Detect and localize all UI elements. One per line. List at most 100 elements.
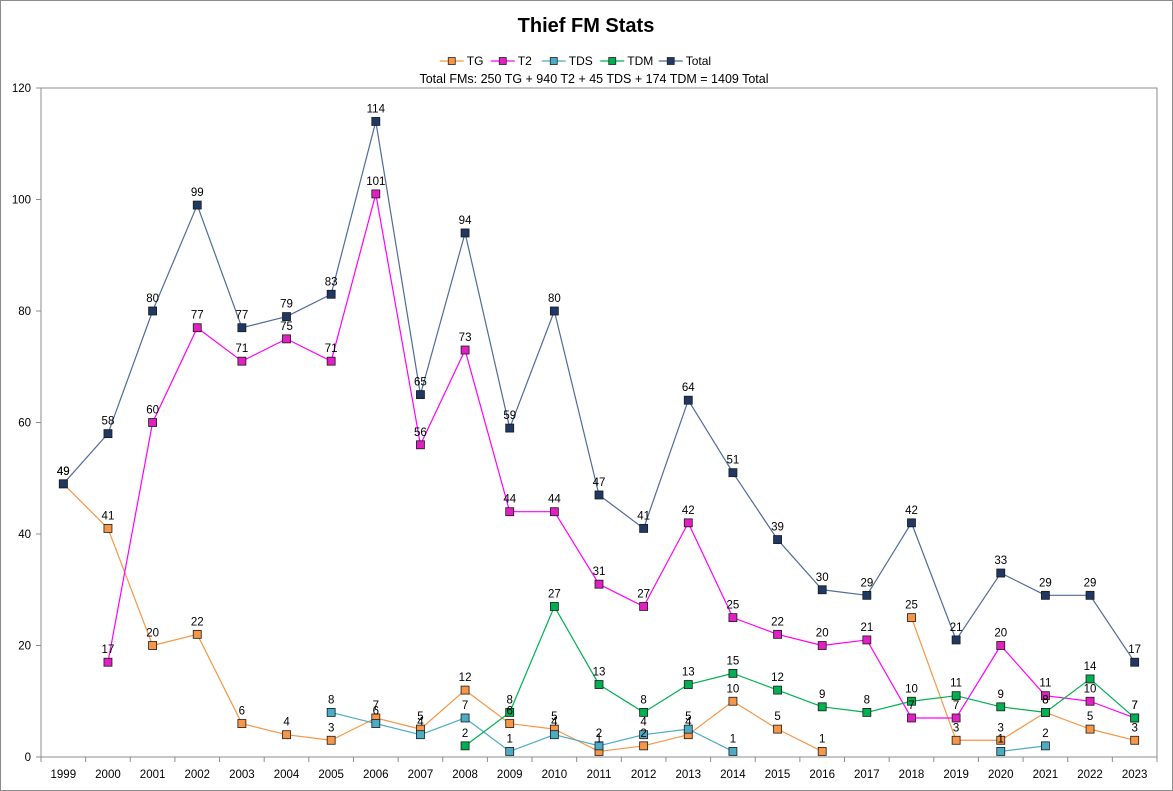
point-tds-2012 bbox=[639, 730, 649, 740]
series-line-tds bbox=[1000, 745, 1046, 753]
data-label-total-2012: 41 bbox=[637, 510, 650, 522]
data-label-tds-2009: 1 bbox=[507, 733, 513, 745]
data-label-tdm-2017: 8 bbox=[864, 694, 870, 706]
data-label-tg-2008: 12 bbox=[459, 672, 472, 684]
data-label-t2-2021: 11 bbox=[1039, 678, 1051, 690]
legend-item-tdm: TDM bbox=[600, 54, 653, 68]
point-tg-2000 bbox=[103, 524, 113, 533]
point-total-2008 bbox=[460, 228, 470, 238]
point-tdm-2019 bbox=[951, 691, 961, 701]
series-markers bbox=[58, 117, 1140, 756]
data-label-total-2017: 29 bbox=[860, 577, 873, 589]
point-t2-2017 bbox=[862, 635, 872, 645]
x-tick-label: 2022 bbox=[1077, 769, 1103, 781]
data-label-total-2016: 30 bbox=[816, 572, 829, 584]
point-total-2003 bbox=[237, 323, 247, 333]
data-label-t2-2000: 17 bbox=[102, 644, 115, 656]
data-label-tg-2002: 22 bbox=[191, 616, 204, 628]
data-label-tg-2023: 3 bbox=[1131, 722, 1137, 734]
point-t2-2022 bbox=[1085, 696, 1095, 706]
legend-label: TDS bbox=[569, 54, 593, 68]
data-label-t2-2004: 75 bbox=[280, 321, 293, 333]
data-label-total-2004: 79 bbox=[280, 299, 293, 311]
data-label-tds-2013: 5 bbox=[685, 711, 691, 723]
data-label-tdm-2012: 8 bbox=[640, 694, 646, 706]
data-label-total-2007: 65 bbox=[414, 377, 427, 389]
point-tds-2010 bbox=[549, 730, 559, 740]
data-label-tds-2011: 2 bbox=[596, 728, 602, 740]
point-total-2002 bbox=[192, 200, 202, 210]
data-label-tds-2008: 7 bbox=[462, 700, 468, 712]
y-tick-label: 60 bbox=[18, 418, 31, 430]
legend-item-total: Total bbox=[658, 54, 711, 68]
x-tick-label: 2016 bbox=[809, 769, 835, 781]
data-label-tg-2009: 6 bbox=[507, 706, 513, 718]
data-label-tdm-2013: 13 bbox=[682, 667, 695, 679]
legend-marker bbox=[666, 57, 675, 65]
data-label-total-2014: 51 bbox=[727, 455, 740, 467]
data-label-t2-2012: 27 bbox=[637, 588, 650, 600]
data-label-t2-2018: 7 bbox=[908, 700, 914, 712]
data-label-t2-2003: 71 bbox=[235, 343, 248, 355]
point-total-2016 bbox=[817, 585, 827, 595]
data-label-tg-2016: 1 bbox=[819, 733, 825, 745]
data-label-total-2011: 47 bbox=[593, 477, 606, 489]
point-total-2006 bbox=[371, 117, 381, 126]
x-tick-label: 2003 bbox=[229, 769, 255, 781]
point-t2-2015 bbox=[773, 629, 782, 639]
data-label-total-2006: 114 bbox=[367, 103, 386, 115]
y-tick-label: 40 bbox=[18, 529, 31, 541]
data-label-total-2009: 59 bbox=[503, 410, 516, 422]
data-label-t2-2014: 25 bbox=[727, 600, 740, 612]
x-tick-label: 2012 bbox=[631, 769, 657, 781]
point-tds-2021 bbox=[1041, 741, 1050, 751]
point-tds-2020 bbox=[996, 747, 1006, 756]
point-t2-2004 bbox=[282, 334, 291, 344]
point-total-2021 bbox=[1041, 590, 1050, 600]
data-label-tdm-2016: 9 bbox=[819, 689, 825, 701]
point-total-2007 bbox=[416, 390, 425, 400]
data-label-t2-2010: 44 bbox=[548, 494, 561, 506]
data-label-total-2023: 17 bbox=[1128, 644, 1141, 656]
point-tdm-2010 bbox=[549, 602, 559, 611]
point-t2-2010 bbox=[549, 507, 559, 517]
x-tick-label: 2019 bbox=[943, 769, 969, 781]
data-label-total-2022: 29 bbox=[1084, 577, 1097, 589]
data-label-t2-2020: 20 bbox=[994, 628, 1007, 640]
point-tdm-2021 bbox=[1041, 708, 1050, 717]
legend-item-tg: TG bbox=[439, 54, 483, 68]
data-label-t2-2011: 31 bbox=[593, 566, 606, 578]
x-tick-label: 2011 bbox=[587, 769, 612, 781]
point-tg-2020 bbox=[996, 735, 1006, 745]
data-label-t2-2006: 101 bbox=[366, 176, 385, 188]
data-label-total-2002: 99 bbox=[191, 187, 204, 199]
x-tick-label: 1999 bbox=[51, 769, 77, 781]
data-label-tdm-2008: 2 bbox=[462, 728, 468, 740]
data-label-total-2005: 83 bbox=[325, 276, 338, 288]
data-label-tdm-2021: 8 bbox=[1042, 694, 1048, 706]
point-tg-2009 bbox=[505, 719, 515, 728]
data-label-total-2000: 58 bbox=[102, 416, 115, 428]
y-tick-label: 80 bbox=[18, 306, 31, 318]
x-tick-label: 2023 bbox=[1122, 769, 1148, 781]
series-line-tg bbox=[910, 617, 1135, 741]
point-tdm-2008 bbox=[460, 741, 470, 751]
data-label-tg-2004: 4 bbox=[283, 717, 290, 729]
data-label-tds-2010: 4 bbox=[551, 717, 558, 729]
data-label-t2-2009: 44 bbox=[503, 494, 516, 506]
data-label-tg-2010: 5 bbox=[551, 711, 557, 723]
legend-marker bbox=[447, 57, 456, 65]
x-tick-label: 2006 bbox=[363, 769, 389, 781]
x-tick-label: 2005 bbox=[318, 769, 344, 781]
data-label-tdm-2015: 12 bbox=[771, 672, 784, 684]
data-label-tg-2013: 4 bbox=[685, 717, 692, 729]
point-total-2000 bbox=[103, 429, 113, 439]
data-label-total-2021: 29 bbox=[1039, 577, 1052, 589]
point-tdm-2009 bbox=[505, 708, 515, 717]
data-label-tdm-2022: 14 bbox=[1084, 661, 1097, 673]
data-label-tg-2000: 41 bbox=[102, 510, 115, 522]
point-total-2015 bbox=[773, 535, 782, 544]
data-label-tg-2018: 25 bbox=[905, 600, 918, 612]
x-tick-label: 2020 bbox=[988, 769, 1014, 781]
